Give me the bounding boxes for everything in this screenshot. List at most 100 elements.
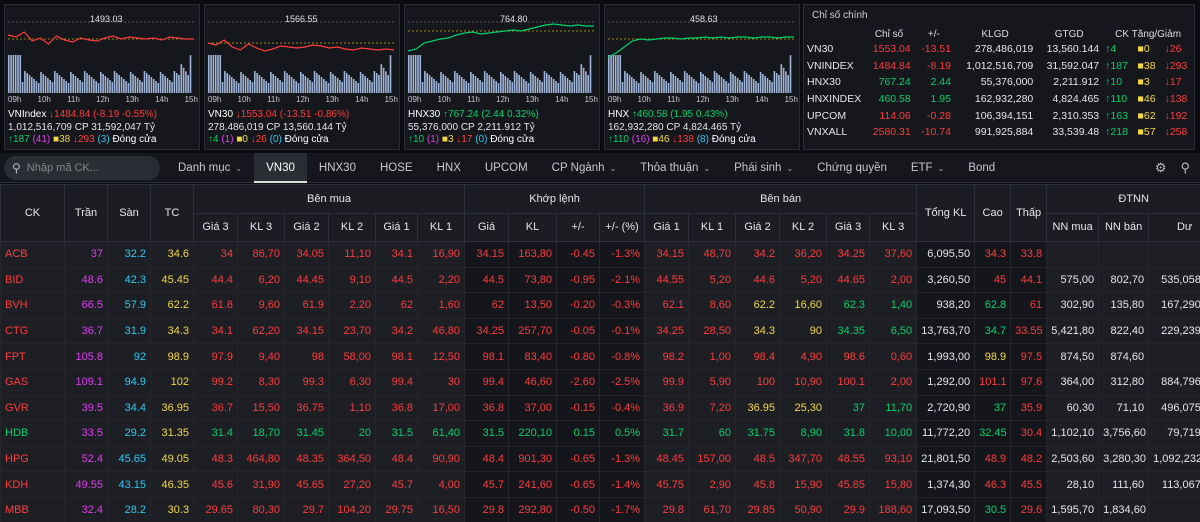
floor-count: (0) — [475, 134, 491, 145]
col-total-volume[interactable]: Tổng KL — [916, 184, 976, 242]
tab-upcom[interactable]: UPCOM — [473, 153, 540, 183]
match-cell: -0.80 — [556, 343, 601, 370]
subheader[interactable]: Giá 2 — [735, 212, 781, 242]
index-row-value: 114.06 — [879, 109, 911, 122]
col-floor[interactable]: Sàn — [107, 184, 151, 242]
time-tick: 11h — [67, 95, 80, 104]
foreign-sell: 312,80 — [1098, 368, 1150, 396]
subheader[interactable]: KL 2 — [328, 212, 376, 242]
index-chart-panel[interactable]: 458.63 09h 10h 11h 12h 13h 14h 15h HNX ↑460.58 (… — [604, 4, 800, 150]
settings-icon[interactable]: ⚙ — [1154, 160, 1167, 175]
index-chart-panel[interactable]: 1566.55 09h 10h 11h 12h 13h 14h 15h VN30 ↓1553.0… — [204, 4, 400, 150]
tab-hnx30[interactable]: HNX30 — [307, 153, 368, 183]
subheader[interactable]: Giá 2 — [284, 212, 329, 242]
ask-cell: 34.3 — [735, 317, 781, 345]
stock-code: CTG — [0, 317, 65, 345]
subheader[interactable]: NN mua — [1046, 212, 1100, 242]
index-row[interactable]: VN30 1553.04 -13.51 278,486,019 13,560.144 ↑4… — [804, 41, 1194, 58]
chevron-down-icon: ⌄ — [703, 163, 711, 173]
tab-hnx[interactable]: HNX — [425, 153, 473, 183]
subheader[interactable]: Giá 1 — [644, 212, 690, 242]
col-high[interactable]: Cao — [974, 184, 1012, 242]
tab-vn30[interactable]: VN30 — [254, 152, 307, 183]
subheader[interactable]: +/- (%) — [599, 212, 646, 242]
subheader[interactable]: Giá — [464, 212, 510, 242]
match-cell: -0.05 — [556, 317, 601, 345]
index-row-name: UPCOM — [807, 109, 847, 122]
time-tick: 09h — [608, 95, 622, 104]
subheader[interactable]: KL — [508, 212, 558, 242]
index-row-advancers: ↑187 — [1105, 59, 1128, 72]
high-price: 32.45 — [974, 420, 1012, 447]
tab-etf[interactable]: ETF ⌄ — [899, 153, 956, 183]
table-row[interactable]: HDB 33.5 29.2 31.35 31.4 18,70 31.45 20 31.5 61,4… — [0, 420, 1200, 447]
subheader[interactable]: +/- — [556, 212, 601, 242]
tab-thỏa-thuận[interactable]: Thỏa thuận ⌄ — [628, 153, 722, 183]
index-row[interactable]: UPCOM 114.06 -0.28 106,394,151 2,310.353 ↑163… — [804, 107, 1194, 124]
table-row[interactable]: MBB 32.4 28.2 30.3 29.65 80,30 29.7 104,20 29.75… — [0, 496, 1200, 522]
bid-cell: 29.65 — [193, 496, 238, 522]
tab-chứng-quyền[interactable]: Chứng quyền — [805, 153, 899, 183]
subheader[interactable]: Giá 3 — [193, 212, 238, 242]
tab-cp-ngành[interactable]: CP Ngành ⌄ — [540, 153, 629, 183]
index-row[interactable]: HNXINDEX 460.58 1.95 162,932,280 4,824.465 ↑1… — [804, 91, 1194, 108]
tab-hose[interactable]: HOSE — [368, 153, 425, 183]
table-row[interactable]: FPT 105.8 92 98.9 97.9 9,40 98 58,00 98.1 12,50 98… — [0, 343, 1200, 370]
bid-cell: 99.4 — [375, 368, 418, 396]
time-tick: 13h — [325, 95, 339, 104]
ask-cell: 62.3 — [826, 292, 871, 319]
time-tick: 15h — [384, 95, 398, 104]
col-ceiling[interactable]: Trần — [64, 184, 108, 242]
bid-cell: 6,20 — [237, 266, 285, 294]
subheader[interactable]: Giá 1 — [375, 212, 418, 242]
index-row-value: 2580.31 — [872, 126, 911, 139]
subheader[interactable]: KL 3 — [869, 212, 918, 242]
advancers: ↑110 — [608, 134, 632, 145]
pin-icon[interactable]: ⚲ — [1180, 160, 1190, 175]
foreign-sell: 71,10 — [1098, 394, 1150, 422]
subheader[interactable]: NN bán — [1098, 212, 1150, 242]
subheader[interactable]: KL 3 — [237, 212, 285, 242]
bid-cell: 48.4 — [375, 445, 418, 473]
index-row[interactable]: VNXALL 2580.31 -10.74 991,925,884 33,539.48 ↑… — [804, 124, 1194, 141]
table-row[interactable]: GVR 39.5 34.4 36.95 36.7 15,50 36.75 1,10 36.8 17… — [0, 394, 1200, 422]
table-row[interactable]: ACB 37 32.2 34.6 34 86,70 34.05 11,10 34.1 16,90 3… — [0, 241, 1200, 268]
stock-search[interactable]: ⚲ Nhập mã CK... — [4, 155, 160, 180]
subheader[interactable]: Giá 3 — [826, 212, 871, 242]
table-row[interactable]: GAS 109.1 94.9 102 99.2 8,30 99.3 6,30 99.4 30 99.… — [0, 368, 1200, 396]
index-chart-panel[interactable]: 764.80 09h 10h 11h 12h 13h 14h 15h HNX30 ↑767.24… — [404, 4, 600, 150]
subheader[interactable]: Dư — [1148, 212, 1200, 242]
subheader[interactable]: KL 1 — [688, 212, 737, 242]
floor-price: 94.9 — [107, 368, 151, 396]
bid-cell: 90,90 — [416, 445, 466, 473]
subheader[interactable]: KL 2 — [779, 212, 828, 242]
chevron-down-icon: ⌄ — [609, 163, 617, 173]
index-row[interactable]: VNINDEX 1484.84 -8.19 1,012,516,709 31,592.0… — [804, 58, 1194, 75]
total-volume: 2,720,90 — [916, 394, 976, 422]
index-row[interactable]: HNX30 767.24 2.44 55,376,000 2,211.912 ↑10 ■3 ↓… — [804, 74, 1194, 91]
chevron-down-icon: ⌄ — [235, 163, 243, 173]
bid-cell: 31.5 — [375, 420, 418, 447]
floor-price: 32.2 — [107, 241, 151, 268]
time-tick: 15h — [784, 95, 798, 104]
tab-bond[interactable]: Bond — [956, 153, 1007, 183]
table-row[interactable]: CTG 36.7 31.9 34.3 34.1 62,20 34.15 23,70 34.2 46… — [0, 317, 1200, 345]
table-row[interactable]: BID 48.6 42.3 45.45 44.4 6,20 44.45 9,10 44.5 2,2… — [0, 266, 1200, 294]
col-ck[interactable]: CK — [0, 184, 65, 242]
advancers: ↑187 — [8, 134, 33, 145]
match-cell: 45.7 — [464, 471, 510, 498]
time-tick: 13h — [525, 95, 539, 104]
tab-danh-mục[interactable]: Danh mục ⌄ — [166, 153, 254, 183]
tab-phái-sinh[interactable]: Phái sinh ⌄ — [722, 153, 805, 183]
col-low[interactable]: Thấp — [1010, 184, 1048, 242]
table-row[interactable]: HPG 52.4 45.65 49.05 48.3 464,80 48.35 364,50 48… — [0, 445, 1200, 473]
table-row[interactable]: KDH 49.55 43.15 46.35 45.6 31,90 45.65 27,20 45.… — [0, 471, 1200, 498]
col-ref[interactable]: TC — [150, 184, 194, 242]
ask-cell: 48,70 — [688, 241, 737, 268]
index-chart-panel[interactable]: 1493.03 09h 10h 11h 12h 13h 14h 15h VNIndex ↓148… — [4, 4, 200, 150]
subheader[interactable]: KL 1 — [416, 212, 466, 242]
search-input[interactable]: Nhập mã CK... — [26, 161, 99, 174]
bid-cell: 34.05 — [284, 241, 329, 268]
ref-price: 98.9 — [150, 343, 194, 370]
table-row[interactable]: BVH 66.5 57.9 62.2 61.8 9,60 61.9 2,20 62 1,60 62 1… — [0, 292, 1200, 319]
